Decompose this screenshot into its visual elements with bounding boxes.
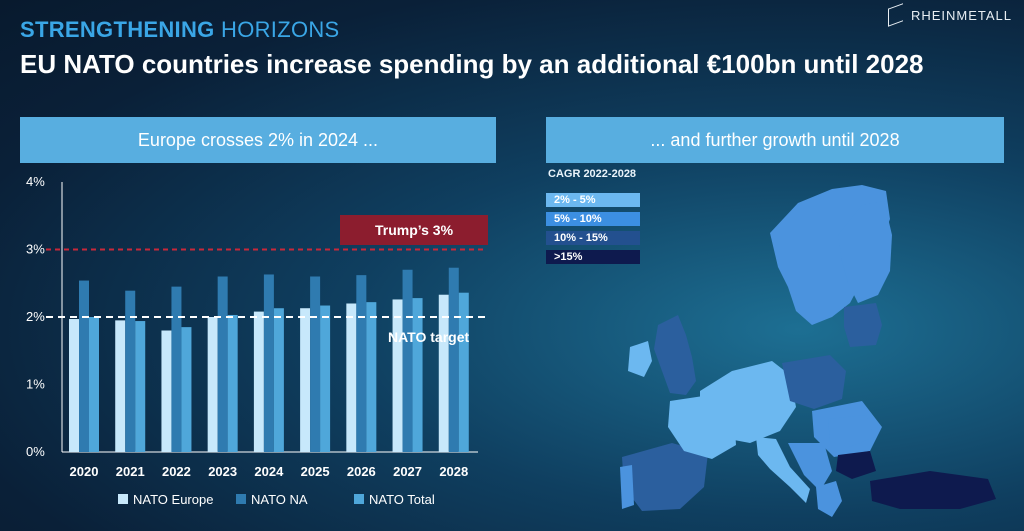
- bar: [402, 269, 413, 452]
- bar: [438, 294, 449, 452]
- kicker-bold: STRENGTHENING: [20, 17, 215, 42]
- map-region-bulgaria: [836, 451, 876, 479]
- bar: [171, 286, 182, 452]
- cagr-legend-title: CAGR 2022-2028: [548, 168, 637, 180]
- bar: [253, 311, 264, 452]
- bar: [89, 317, 99, 452]
- nato-target-label: NATO target: [388, 329, 469, 345]
- bar: [320, 305, 331, 452]
- legend-label: NATO Europe: [133, 492, 213, 507]
- x-tick-label: 2022: [162, 464, 191, 479]
- trump-label: Trump’s 3%: [375, 222, 454, 238]
- x-tick-label: 2020: [70, 464, 99, 479]
- spending-bar-chart: 0% 1% 2% 3% 4% 2020 2021 2022 2023 2024 2025 2026 20…: [26, 174, 488, 507]
- bar: [125, 290, 136, 452]
- x-tick-label: 2025: [301, 464, 330, 479]
- bar: [448, 267, 459, 452]
- map-region-ireland: [628, 341, 652, 377]
- map-region-uk: [654, 315, 696, 395]
- cagr-legend-item: 2% - 5%: [546, 193, 640, 207]
- cagr-legend-item: 5% - 10%: [546, 212, 640, 226]
- kicker: STRENGTHENING HORIZONS: [20, 17, 340, 43]
- legend-swatch: [236, 494, 246, 504]
- map-region-romania: [828, 415, 874, 447]
- bar: [227, 314, 238, 452]
- europe-map: [620, 185, 996, 517]
- brand-name: RHEINMETALL: [910, 7, 1012, 23]
- bar: [79, 280, 89, 452]
- bar: [356, 275, 367, 452]
- bar: [412, 298, 423, 452]
- bar: [207, 317, 218, 452]
- map-region-italy: [756, 437, 810, 503]
- legend-swatch: [354, 494, 364, 504]
- bar: [458, 292, 469, 452]
- x-tick-label: 2021: [116, 464, 145, 479]
- legend-swatch: [118, 494, 128, 504]
- map-region-balkans: [788, 443, 832, 491]
- left-panel-title: Europe crosses 2% in 2024 ...: [20, 117, 496, 163]
- legend-label: NATO NA: [251, 492, 308, 507]
- map-region-france: [668, 395, 736, 459]
- bar: [263, 274, 274, 452]
- map-region-spain: [622, 443, 708, 511]
- bar: [135, 321, 146, 452]
- bar: [366, 302, 377, 452]
- bar: [115, 320, 126, 452]
- map-region-greece: [816, 481, 842, 517]
- right-panel-title: ... and further growth until 2028: [546, 117, 1004, 163]
- x-tick-label: 2028: [439, 464, 468, 479]
- kicker-light: HORIZONS: [221, 17, 340, 42]
- bar: [161, 330, 172, 452]
- bar: [392, 299, 403, 452]
- bar: [273, 308, 284, 452]
- y-tick-label: 3%: [26, 242, 45, 257]
- map-region-turkey: [870, 471, 996, 509]
- y-tick-label: 4%: [26, 174, 45, 189]
- cagr-legend-item: >15%: [546, 250, 640, 264]
- bar: [346, 303, 357, 452]
- legend-label: NATO Total: [369, 492, 435, 507]
- bar: [300, 308, 311, 452]
- brand-mark-icon: [887, 3, 903, 27]
- map-region-baltics: [844, 303, 882, 347]
- x-tick-label: 2023: [208, 464, 237, 479]
- trump-label-box: [340, 215, 488, 245]
- y-tick-label: 1%: [26, 377, 45, 392]
- y-tick-label: 0%: [26, 444, 45, 459]
- brand-logo: RHEINMETALL: [887, 3, 1012, 27]
- x-tick-label: 2026: [347, 464, 376, 479]
- map-region-portugal: [620, 465, 634, 509]
- map-region-poland: [782, 355, 846, 409]
- bar: [69, 319, 79, 452]
- x-tick-label: 2024: [254, 464, 284, 479]
- y-tick-label: 2%: [26, 309, 45, 324]
- page-title: EU NATO countries increase spending by a…: [20, 49, 924, 79]
- bar: [217, 276, 228, 452]
- bar: [310, 276, 321, 452]
- x-tick-label: 2027: [393, 464, 422, 479]
- cagr-legend-item: 10% - 15%: [546, 231, 640, 245]
- map-region-finland: [838, 201, 892, 303]
- bar: [181, 327, 192, 452]
